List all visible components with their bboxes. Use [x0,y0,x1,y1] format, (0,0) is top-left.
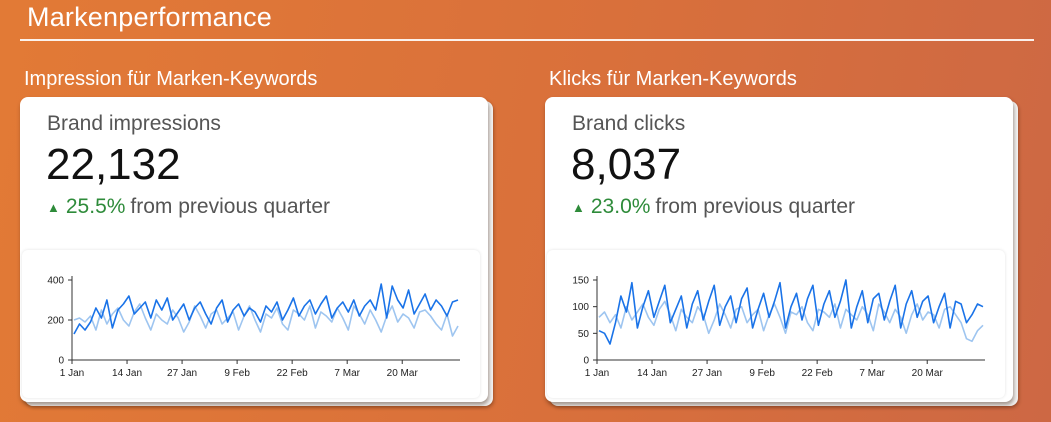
delta-row: ▲ 23.0% from previous quarter [572,195,855,219]
x-tick-label: 22 Feb [277,368,309,379]
delta-percent: 23.0% [590,195,651,218]
impressions-chart[interactable]: 0 200 400 1 Jan 14 Jan 27 Jan 9 Feb 22 Feb 7 Mar… [22,250,480,398]
y-tick-label: 50 [578,329,590,340]
delta-percent: 25.5% [65,195,126,218]
metric-value: 8,037 [571,140,682,189]
x-tick-label: 9 Feb [224,368,250,379]
x-tick-label: 7 Mar [859,368,885,379]
x-tick-label: 20 Mar [912,368,944,379]
x-tick-label: 27 Jan [167,368,197,379]
delta-text: from previous quarter [130,195,331,218]
x-tick-label: 27 Jan [692,368,722,379]
x-tick-label: 22 Feb [802,368,834,379]
y-tick-label: 0 [58,356,64,367]
metric-label: Brand clicks [572,112,686,135]
brand-clicks-card[interactable]: Brand clicks 8,037 ▲ 23.0% from previous… [545,97,1013,402]
y-tick-label: 400 [47,276,64,287]
title-divider [20,39,1034,41]
metric-value: 22,132 [46,140,181,189]
x-tick-label: 20 Mar [387,368,419,379]
y-tick-label: 150 [572,276,589,287]
section-title-impressions: Impression für Marken-Keywords [24,68,318,90]
y-tick-label: 0 [583,356,589,367]
x-tick-label: 1 Jan [585,368,609,379]
series-line-current [73,283,459,335]
x-tick-label: 9 Feb [749,368,775,379]
y-tick-label: 200 [47,316,64,327]
impressions-chart-svg: 0 200 400 1 Jan 14 Jan 27 Jan 9 Feb 22 Feb 7 Mar… [47,276,460,379]
x-tick-label: 1 Jan [60,368,84,379]
clicks-chart-svg: 0 50 100 150 1 Jan 14 Jan 27 Jan 9 Feb 22 Feb 7 M… [572,276,985,379]
x-tick-label: 14 Jan [112,368,142,379]
clicks-chart[interactable]: 0 50 100 150 1 Jan 14 Jan 27 Jan 9 Feb 22 Feb 7 M… [547,250,1005,398]
delta-text: from previous quarter [655,195,856,218]
x-tick-label: 7 Mar [334,368,360,379]
arrow-up-icon: ▲ [47,199,60,215]
delta-row: ▲ 25.5% from previous quarter [47,195,330,219]
page-title: Markenperformance [27,2,273,32]
series-line-previous [73,303,459,337]
section-title-clicks: Klicks für Marken-Keywords [549,68,797,90]
brand-impressions-card[interactable]: Brand impressions 22,132 ▲ 25.5% from pr… [20,97,488,402]
x-tick-label: 14 Jan [637,368,667,379]
series-line-current [598,279,984,345]
y-tick-label: 100 [572,302,589,313]
arrow-up-icon: ▲ [572,199,585,215]
series-line-previous [598,300,984,343]
metric-label: Brand impressions [47,112,221,135]
